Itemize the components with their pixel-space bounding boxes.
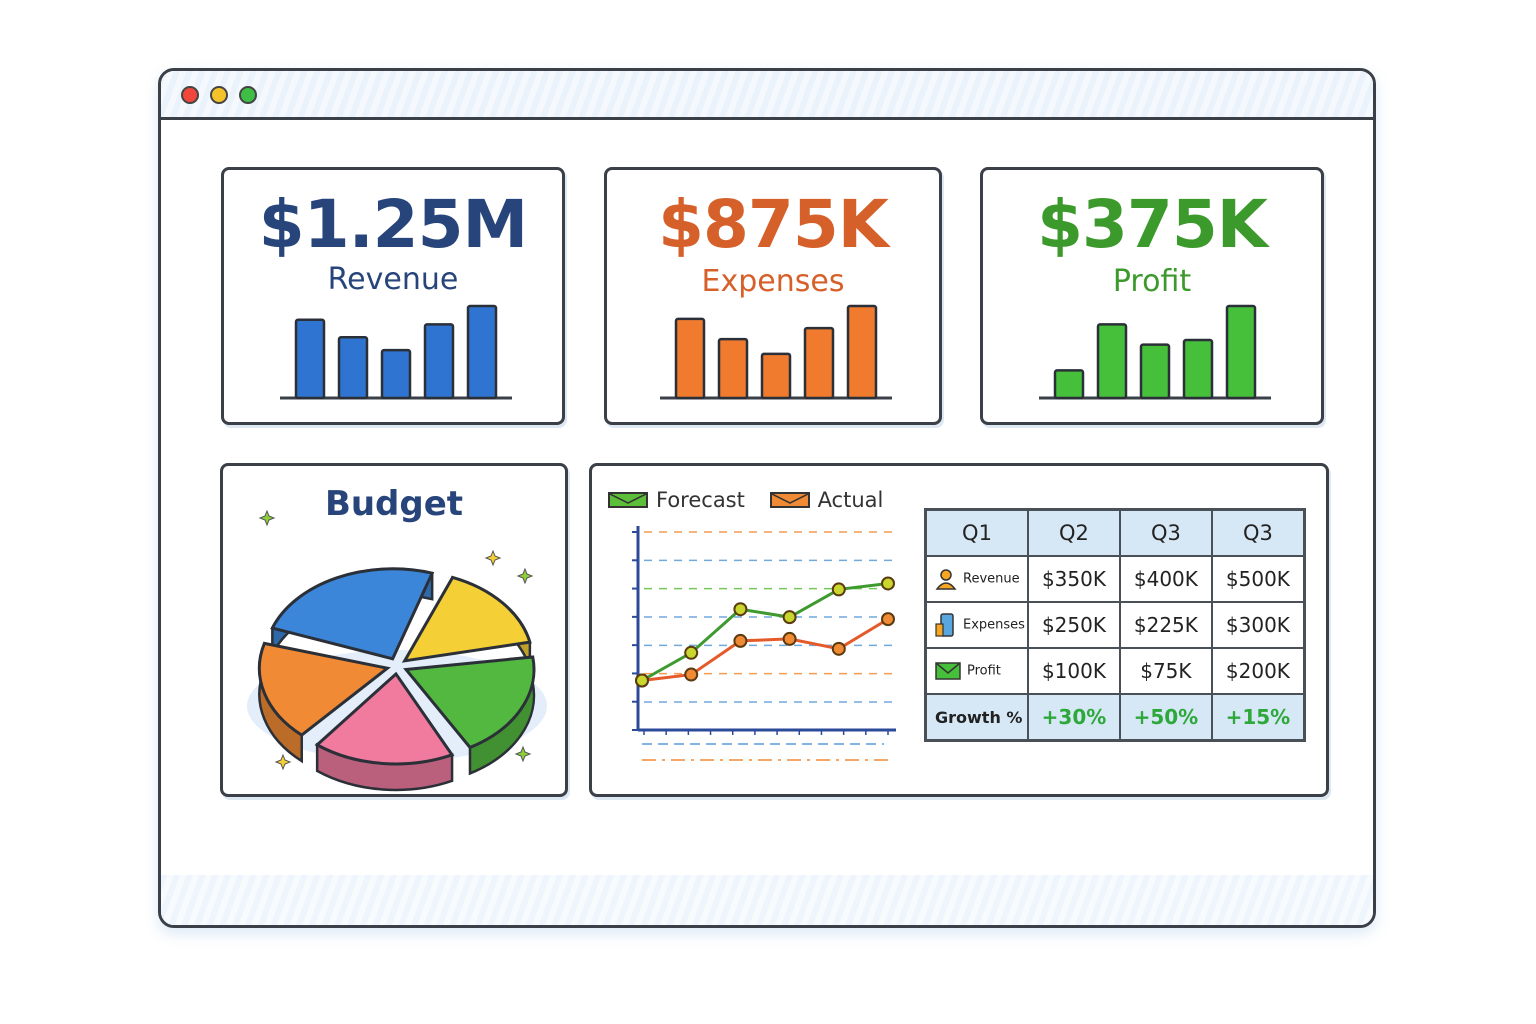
table-header-row: Q1 Q2 Q3 Q3 — [924, 508, 1306, 557]
table-header: Q2 — [1027, 508, 1121, 557]
expenses-card: $875K Expenses — [604, 167, 942, 425]
table-cell: $200K — [1210, 647, 1306, 695]
expenses-label: Expenses — [701, 264, 845, 299]
table-cell: $75K — [1118, 647, 1213, 695]
legend-forecast: Forecast — [608, 488, 745, 512]
close-button[interactable] — [181, 86, 199, 104]
maximize-button[interactable] — [239, 86, 257, 104]
forecast-line — [641, 581, 889, 682]
person-icon — [935, 569, 957, 590]
window-footer — [161, 875, 1373, 925]
actual-point — [733, 633, 748, 648]
mini-bar — [846, 304, 878, 400]
trend-card: Forecast Actual Q1 Q2 Q3 Q3 Revenue — [589, 463, 1329, 797]
sparkle-icon — [514, 745, 532, 763]
row-label-revenue: Revenue — [924, 555, 1029, 603]
mini-bar — [717, 337, 749, 400]
actual-point — [831, 641, 846, 656]
mini-bar — [760, 352, 792, 400]
revenue-mini-chart — [280, 304, 512, 400]
profit-label: Profit — [1112, 264, 1192, 299]
mini-bar — [423, 323, 455, 400]
revenue-card: $1.25M Revenue — [221, 167, 565, 425]
mini-bar — [1225, 304, 1257, 400]
pie-slice — [270, 567, 435, 661]
legend-actual-label: Actual — [817, 488, 884, 512]
table-row: Revenue $350K $400K $500K — [924, 555, 1306, 603]
forecast-point — [881, 576, 895, 591]
table-row: Profit $100K $75K $200K — [924, 647, 1306, 695]
browser-window: $1.25M Revenue $875K Expenses $375K Prof… — [158, 68, 1376, 928]
sparkle-icon — [484, 549, 502, 567]
growth-row: Growth % +30% +50% +15% — [924, 693, 1306, 742]
table-row: Expenses $250K $225K $300K — [924, 601, 1306, 649]
mini-bar — [466, 304, 498, 400]
mini-bar — [1053, 369, 1085, 400]
row-label-text: Revenue — [963, 571, 1020, 587]
growth-cell: +50% — [1118, 693, 1213, 742]
actual-point — [782, 631, 797, 646]
forecast-point — [684, 645, 699, 660]
actual-swatch-icon — [769, 492, 810, 508]
table-header: Q1 — [924, 508, 1029, 557]
forecast-point — [831, 582, 846, 597]
mini-bar — [674, 317, 706, 400]
mini-bar — [1139, 343, 1171, 400]
table-cell: $350K — [1027, 555, 1121, 603]
table-header: Q3 — [1118, 508, 1213, 557]
table-cell: $100K — [1027, 647, 1121, 695]
table-header: Q3 — [1210, 508, 1306, 557]
mini-bar — [1182, 338, 1214, 400]
mini-bar — [294, 318, 326, 400]
table-cell: $400K — [1118, 555, 1213, 603]
expenses-mini-chart — [660, 304, 892, 400]
pie-slice — [314, 671, 455, 792]
pie-slice — [403, 655, 536, 776]
table-cell: $225K — [1118, 601, 1213, 649]
phone-icon — [935, 613, 954, 637]
actual-point — [881, 612, 895, 627]
row-label-expenses: Expenses — [924, 601, 1029, 649]
forecast-point — [635, 673, 649, 688]
pie-slice — [257, 641, 391, 764]
growth-label: Growth % — [924, 693, 1029, 742]
expenses-value: $875K — [658, 186, 889, 263]
growth-cell: +30% — [1027, 693, 1121, 742]
row-label-profit: Profit — [924, 647, 1029, 695]
row-label-text: Profit — [967, 663, 1001, 679]
mini-bar — [1096, 323, 1128, 400]
profit-card: $375K Profit — [980, 167, 1324, 425]
forecast-swatch-icon — [608, 492, 648, 508]
budget-card: Budget — [220, 463, 568, 797]
sparkle-icon — [274, 753, 292, 771]
legend-forecast-label: Forecast — [656, 488, 745, 512]
title-bar — [161, 71, 1373, 120]
legend-actual: Actual — [769, 488, 884, 512]
minimize-button[interactable] — [210, 86, 228, 104]
mini-bar — [337, 336, 369, 400]
growth-cell: +15% — [1210, 693, 1306, 742]
revenue-value: $1.25M — [258, 186, 528, 263]
table-cell: $500K — [1210, 555, 1306, 603]
profit-value: $375K — [1037, 186, 1268, 263]
trend-line-chart — [632, 526, 896, 761]
chart-legend: Forecast Actual — [608, 488, 901, 513]
envelope-icon — [935, 662, 961, 680]
forecast-point — [733, 602, 748, 617]
profit-mini-chart — [1039, 304, 1271, 400]
budget-title: Budget — [324, 484, 464, 524]
forecast-point — [782, 610, 797, 625]
sparkle-icon — [516, 567, 534, 585]
table-cell: $250K — [1027, 601, 1121, 649]
mini-bar — [803, 326, 835, 400]
budget-pie-chart — [247, 509, 547, 792]
quarterly-table: Q1 Q2 Q3 Q3 Revenue $350K $400K $500K — [924, 508, 1306, 742]
revenue-label: Revenue — [327, 262, 459, 297]
table-cell: $300K — [1210, 601, 1306, 649]
sparkle-icon — [258, 509, 276, 527]
row-label-text: Expenses — [963, 617, 1025, 633]
actual-point — [684, 667, 699, 682]
actual-line — [641, 617, 889, 682]
mini-bar — [380, 348, 412, 400]
